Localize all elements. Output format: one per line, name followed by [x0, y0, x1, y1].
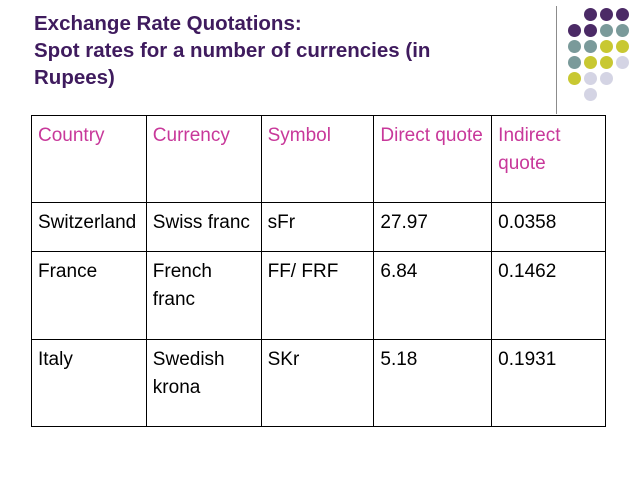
decorative-dot	[616, 56, 629, 69]
header-cell-direct-quote: Direct quote	[373, 114, 493, 204]
exchange-rate-table: Country Currency Symbol Direct quote Ind…	[31, 114, 606, 428]
header-cell-country: Country	[31, 114, 147, 204]
decorative-dot	[600, 40, 613, 53]
table-header-row: Country Currency Symbol Direct quote Ind…	[31, 114, 606, 204]
decorative-dot	[600, 72, 613, 85]
decorative-dot	[584, 40, 597, 53]
cell-country: Switzerland	[31, 202, 147, 253]
cell-country: France	[31, 251, 147, 340]
header-cell-indirect-quote: Indirect quote	[491, 114, 606, 204]
table-row: Switzerland Swiss franc sFr 27.97 0.0358	[31, 202, 606, 253]
decorative-dot	[584, 88, 597, 101]
decorative-dot	[584, 24, 597, 37]
cell-currency: French franc	[145, 251, 262, 340]
decorative-dot	[584, 72, 597, 85]
cell-direct-quote: 6.84	[373, 251, 493, 340]
decorative-dot	[600, 56, 613, 69]
cell-indirect-quote: 0.1462	[491, 251, 606, 340]
cell-symbol: FF/ FRF	[260, 251, 375, 340]
decorative-dot	[568, 56, 581, 69]
cell-symbol: SKr	[260, 338, 375, 428]
decorative-dot	[616, 24, 629, 37]
cell-currency: Swiss franc	[145, 202, 262, 253]
decorative-dot	[584, 56, 597, 69]
cell-direct-quote: 27.97	[373, 202, 493, 253]
decorative-dot	[600, 24, 613, 37]
title-line: Exchange Rate Quotations:	[34, 12, 302, 35]
table-row: France French franc FF/ FRF 6.84 0.1462	[31, 251, 606, 340]
slide-title: Exchange Rate Quotations: Spot rates for…	[34, 10, 544, 91]
decorative-divider	[556, 6, 557, 114]
cell-country: Italy	[31, 338, 147, 428]
cell-indirect-quote: 0.0358	[491, 202, 606, 253]
cell-symbol: sFr	[260, 202, 375, 253]
cell-indirect-quote: 0.1931	[491, 338, 606, 428]
table-row: Italy Swedish krona SKr 5.18 0.1931	[31, 338, 606, 428]
decorative-dot	[568, 72, 581, 85]
decorative-dot	[568, 24, 581, 37]
decorative-dot	[616, 8, 629, 21]
decorative-dot	[600, 8, 613, 21]
header-cell-currency: Currency	[145, 114, 262, 204]
title-line: Rupees)	[34, 66, 115, 89]
decorative-dot	[616, 40, 629, 53]
decorative-dot	[568, 40, 581, 53]
header-cell-symbol: Symbol	[260, 114, 375, 204]
decorative-dot	[584, 8, 597, 21]
title-line: Spot rates for a number of currencies (i…	[34, 39, 431, 62]
cell-currency: Swedish krona	[145, 338, 262, 428]
decorative-dot-grid	[568, 8, 629, 108]
cell-direct-quote: 5.18	[373, 338, 493, 428]
